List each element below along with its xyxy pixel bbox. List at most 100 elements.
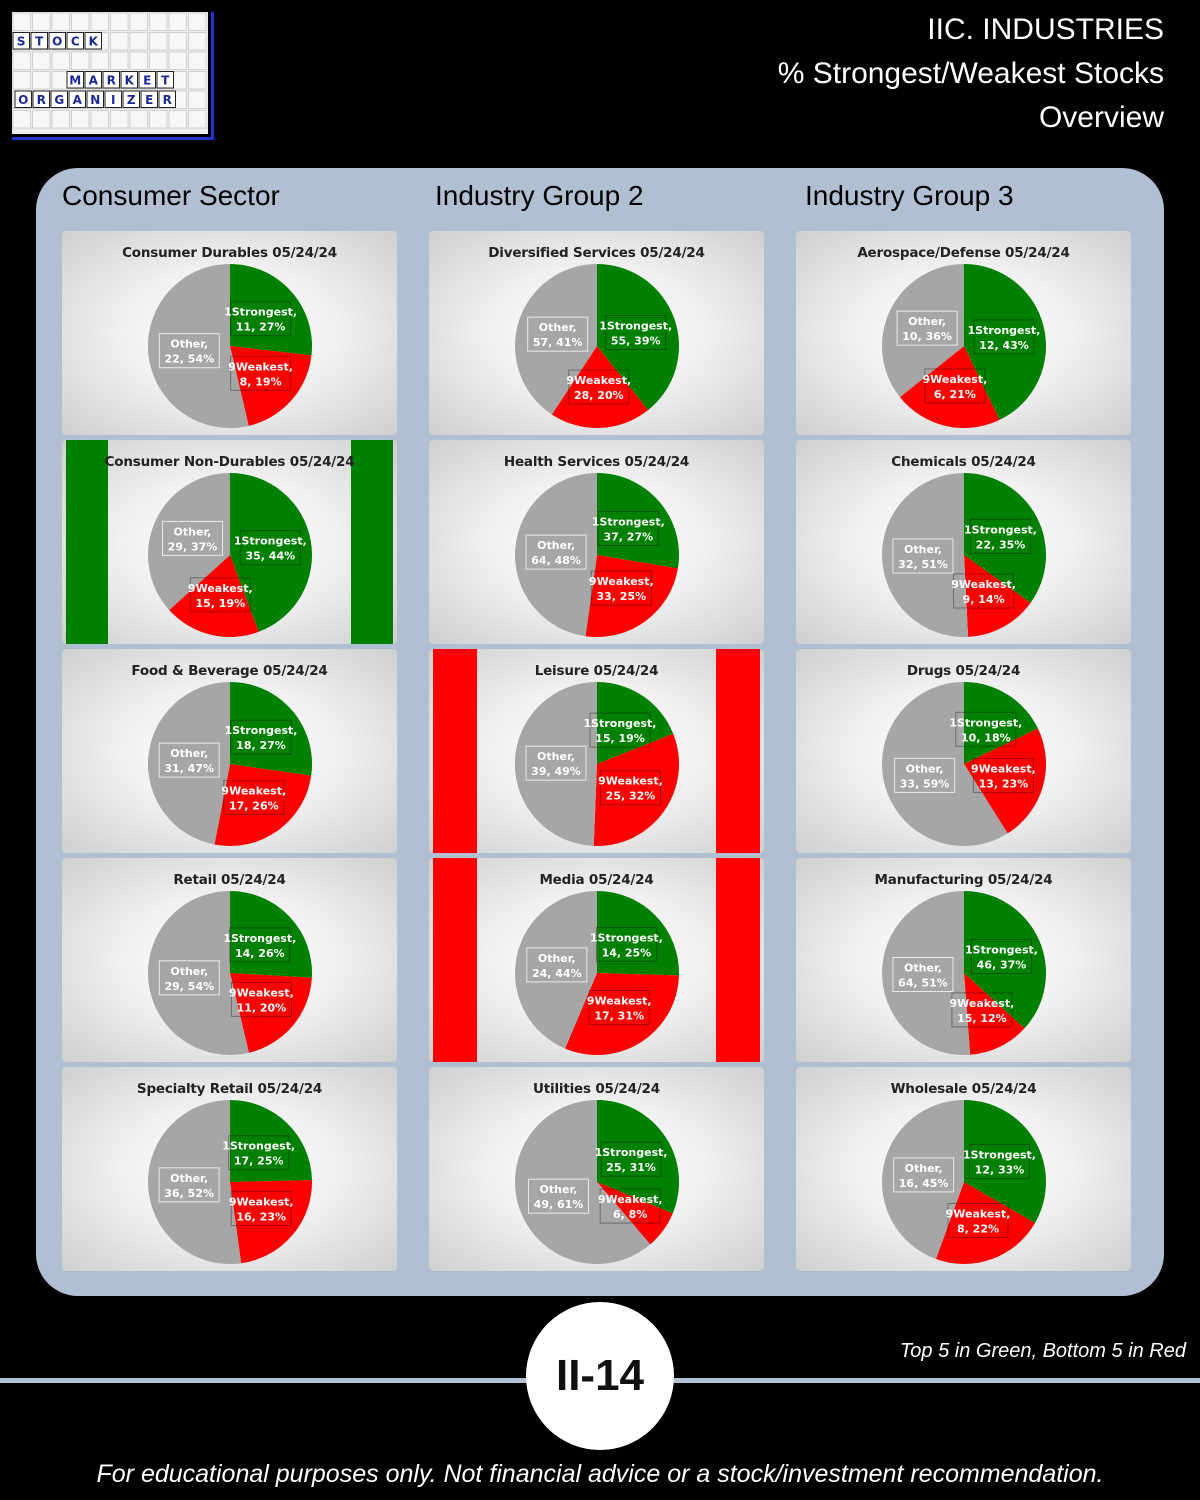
svg-text:37, 27%: 37, 27% [603, 531, 653, 544]
pie-chart-card: Health Services 05/24/24 1Strongest, 37, 2… [429, 440, 764, 644]
other-data-label: Other, 36, 52% [158, 1167, 220, 1203]
weakest-slice [230, 346, 312, 426]
strongest-data-label: 1Strongest, 12, 43% [968, 319, 1041, 355]
svg-text:8, 19%: 8, 19% [240, 375, 282, 388]
chart-title: Health Services 05/24/24 [503, 454, 690, 470]
weakest-data-label: 9Weakest, 28, 20% [566, 369, 631, 405]
svg-text:A: A [73, 93, 83, 107]
svg-text:Other,: Other, [905, 1162, 943, 1175]
svg-text:6, 8%: 6, 8% [613, 1208, 647, 1221]
other-slice [882, 473, 969, 637]
weakest-slice [964, 555, 1031, 637]
pie-chart: 1Strongest, 14, 26% 9Weakest, 11, 20% Other,… [148, 891, 312, 1055]
weakest-slice [230, 1180, 313, 1264]
other-slice [515, 891, 597, 1049]
svg-text:64, 51%: 64, 51% [898, 977, 948, 990]
other-data-label: Other, 64, 48% [525, 534, 587, 570]
svg-text:Other,: Other, [537, 539, 575, 552]
pie-chart: 1Strongest, 12, 33% 9Weakest, 8, 22% Other, 1… [882, 1100, 1046, 1264]
svg-text:1Strongest,: 1Strongest, [224, 306, 297, 319]
svg-text:1Strongest,: 1Strongest, [595, 1146, 668, 1159]
svg-text:1Strongest,: 1Strongest, [965, 944, 1038, 957]
svg-text:O: O [18, 93, 28, 107]
strongest-slice [230, 1100, 312, 1182]
svg-text:14, 26%: 14, 26% [235, 947, 285, 960]
strongest-data-label: 1Strongest, 37, 27% [592, 511, 665, 546]
weakest-slice [551, 346, 649, 429]
svg-text:1Strongest,: 1Strongest, [223, 932, 296, 945]
page-number: II-14 [555, 1351, 645, 1400]
other-data-label: Other, 29, 54% [158, 960, 220, 996]
pie-chart-card: Media 05/24/24 1Strongest, 14, 25% 9Weakest… [429, 858, 764, 1062]
svg-text:22, 54%: 22, 54% [164, 353, 214, 366]
svg-text:9, 14%: 9, 14% [963, 593, 1005, 606]
highlight-bar [433, 649, 477, 853]
strongest-data-label: 1Strongest, 25, 31% [595, 1141, 668, 1177]
highlight-bar [351, 440, 393, 644]
svg-text:9Weakest,: 9Weakest, [598, 1193, 663, 1206]
strongest-slice [597, 473, 680, 569]
svg-text:I: I [111, 93, 115, 107]
weakest-data-label: 9Weakest, 15, 12% [950, 992, 1014, 1028]
svg-text:1Strongest,: 1Strongest, [599, 320, 672, 333]
strongest-data-label: 1Strongest, 22, 35% [964, 518, 1037, 554]
svg-text:O: O [52, 34, 62, 48]
svg-text:Other,: Other, [540, 1183, 578, 1196]
svg-text:29, 37%: 29, 37% [168, 540, 218, 553]
strongest-slice [597, 1100, 680, 1214]
svg-text:15, 19%: 15, 19% [595, 732, 645, 745]
weakest-data-label: 9Weakest, 8, 19% [228, 355, 293, 391]
chart-title: Consumer Non-Durables 05/24/24 [104, 454, 355, 470]
chart-title: Media 05/24/24 [539, 872, 654, 888]
svg-text:36, 52%: 36, 52% [164, 1187, 214, 1200]
svg-text:1Strongest,: 1Strongest, [584, 717, 657, 730]
svg-text:15, 19%: 15, 19% [195, 597, 245, 610]
svg-text:18, 27%: 18, 27% [236, 739, 286, 752]
weakest-slice [585, 555, 678, 638]
weakest-slice [230, 973, 312, 1053]
svg-text:1Strongest,: 1Strongest, [234, 535, 307, 548]
weakest-data-label: 9Weakest, 33, 25% [589, 570, 654, 606]
svg-text:31, 47%: 31, 47% [164, 762, 214, 775]
chart-title: Utilities 05/24/24 [533, 1081, 660, 1097]
svg-text:9Weakest,: 9Weakest, [598, 775, 663, 788]
svg-text:9Weakest,: 9Weakest, [228, 360, 293, 373]
svg-text:Z: Z [127, 93, 136, 107]
svg-text:11, 27%: 11, 27% [236, 321, 286, 334]
pie-chart-card: Wholesale 05/24/24 1Strongest, 12, 33% 9Wea… [796, 1067, 1131, 1271]
other-data-label: Other, 33, 59% [894, 757, 956, 793]
strongest-slice [230, 891, 312, 978]
chart-title: Chemicals 05/24/24 [891, 454, 1036, 470]
svg-text:55, 39%: 55, 39% [611, 335, 661, 348]
weakest-slice [964, 728, 1047, 834]
chart-title: Food & Beverage 05/24/24 [131, 663, 328, 679]
svg-text:9Weakest,: 9Weakest, [229, 1196, 294, 1209]
svg-text:33, 25%: 33, 25% [596, 590, 646, 603]
svg-text:49, 61%: 49, 61% [534, 1198, 584, 1211]
chart-title: Manufacturing 05/24/24 [874, 872, 1053, 888]
weakest-data-label: 9Weakest, 25, 32% [598, 770, 663, 806]
pie-chart-card: Retail 05/24/24 1Strongest, 14, 26% 9Weakes… [62, 858, 397, 1062]
svg-text:9Weakest,: 9Weakest, [923, 373, 988, 386]
pie-chart: 1Strongest, 55, 39% 9Weakest, 28, 20% Other,… [514, 264, 680, 429]
svg-text:Other,: Other, [170, 1172, 208, 1185]
svg-text:9Weakest,: 9Weakest, [229, 986, 294, 999]
pie-chart-card: Leisure 05/24/24 1Strongest, 15, 19% 9Weake… [429, 649, 764, 853]
other-slice [147, 682, 230, 845]
svg-text:C: C [71, 34, 80, 48]
strongest-slice [964, 682, 1038, 764]
svg-text:M: M [69, 73, 81, 87]
svg-text:1Strongest,: 1Strongest, [968, 324, 1041, 337]
svg-text:16, 45%: 16, 45% [899, 1177, 949, 1190]
svg-text:Other,: Other, [906, 762, 944, 775]
pie-chart-card: Aerospace/Defense 05/24/24 1Strongest, 12,… [796, 231, 1131, 435]
pie-chart: 1Strongest, 17, 25% 9Weakest, 16, 23% Other,… [148, 1100, 313, 1264]
strongest-slice [597, 682, 674, 764]
strongest-slice [964, 1100, 1046, 1223]
svg-text:28, 20%: 28, 20% [574, 389, 624, 402]
chart-title: Leisure 05/24/24 [534, 663, 659, 679]
svg-text:32, 51%: 32, 51% [898, 558, 948, 571]
svg-text:S: S [17, 34, 26, 48]
title-line-3: Overview [1038, 101, 1164, 134]
